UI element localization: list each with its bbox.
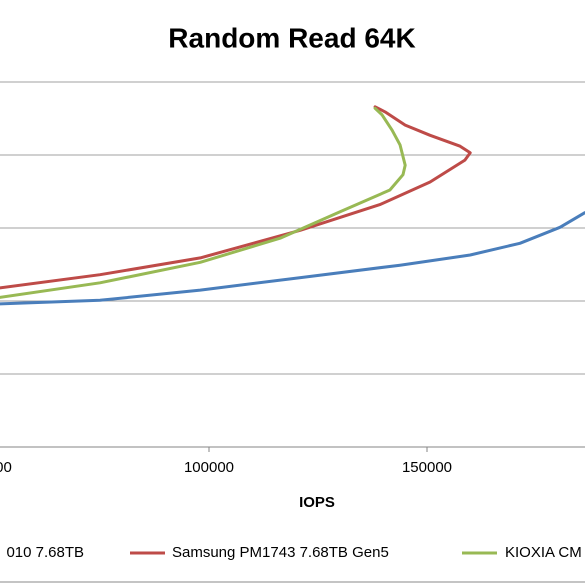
series-line <box>0 105 472 290</box>
legend-label: 010 7.68TB <box>6 544 84 561</box>
legend-label: KIOXIA CM <box>505 544 582 561</box>
x-tick-label: 50000 <box>0 459 12 476</box>
x-axis-label: IOPS <box>299 494 335 511</box>
x-tick-label: 100000 <box>184 459 234 476</box>
x-tick-label: 150000 <box>402 459 452 476</box>
legend-label: Samsung PM1743 7.68TB Gen5 <box>172 544 389 561</box>
series-line <box>0 106 407 299</box>
chart-title: Random Read 64K <box>168 22 415 53</box>
series-line <box>0 211 585 306</box>
